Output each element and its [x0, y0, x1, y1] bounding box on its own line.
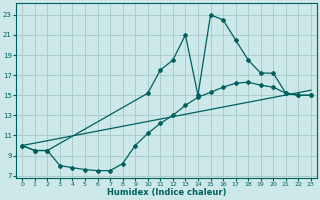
X-axis label: Humidex (Indice chaleur): Humidex (Indice chaleur) — [107, 188, 226, 197]
